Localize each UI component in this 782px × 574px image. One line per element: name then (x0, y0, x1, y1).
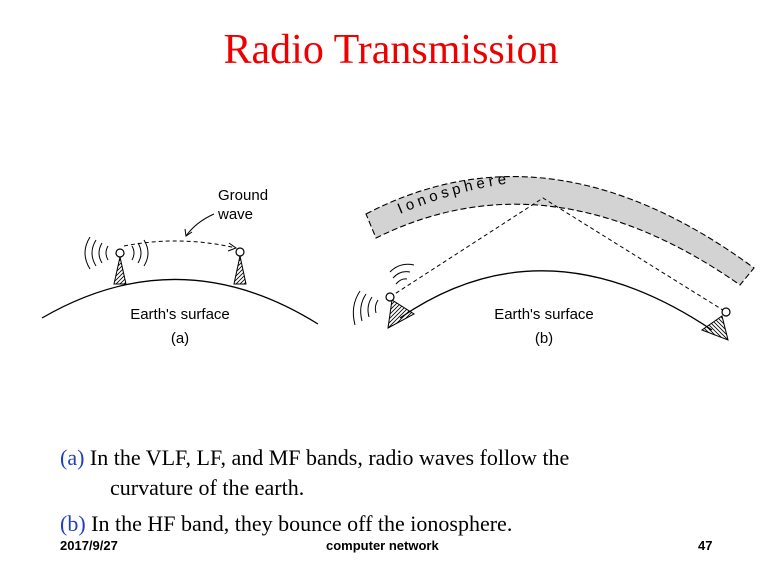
ground-wave-arrowhead (227, 242, 238, 252)
bullet-a-tag: (a) (60, 445, 85, 470)
footer-course: computer network (326, 538, 439, 553)
radio-waves-icon (84, 236, 149, 270)
ionosphere-band (365, 176, 755, 286)
bullet-a-continuation: curvature of the earth. (110, 475, 305, 500)
earth-surface-label-a: Earth's surface (130, 306, 230, 323)
slide-title: Radio Transmission (223, 27, 559, 73)
footer-page-number: 47 (698, 538, 713, 553)
panel-a-caption: (a) (171, 330, 189, 347)
bullet-b-text: In the HF band, they bounce off the iono… (85, 511, 513, 536)
earth-surface-curve-b (399, 270, 713, 331)
bullet-b: (b) In the HF band, they bounce off the … (60, 509, 512, 539)
ground-wave-leader-arrow (185, 213, 215, 237)
antenna-tower-icon (700, 307, 731, 341)
ground-wave-label: wave (217, 206, 253, 223)
footer-date: 2017/9/27 (60, 538, 118, 553)
antenna-tower-icon (233, 247, 247, 285)
sky-wave-path (389, 197, 727, 313)
earth-surface-curve-a (41, 278, 319, 325)
leader-arrowhead (184, 228, 193, 237)
bullet-a: (a) In the VLF, LF, and MF bands, radio … (60, 443, 569, 503)
antenna-tower-icon (113, 248, 127, 285)
earth-surface-label-b: Earth's surface (494, 306, 594, 323)
antenna-tower-icon (385, 292, 415, 329)
panel-b: Ionosphere Earth's surface (b) (352, 170, 755, 347)
panel-a: Ground wave Earth's surface (a) (41, 187, 319, 347)
panel-b-caption: (b) (535, 330, 553, 347)
bullet-a-text: In the VLF, LF, and MF bands, radio wave… (84, 445, 570, 470)
ground-wave-label: Ground (218, 187, 268, 204)
radio-waves-icon (352, 263, 415, 326)
bullet-b-tag: (b) (60, 511, 86, 536)
ground-wave-path (123, 240, 237, 249)
